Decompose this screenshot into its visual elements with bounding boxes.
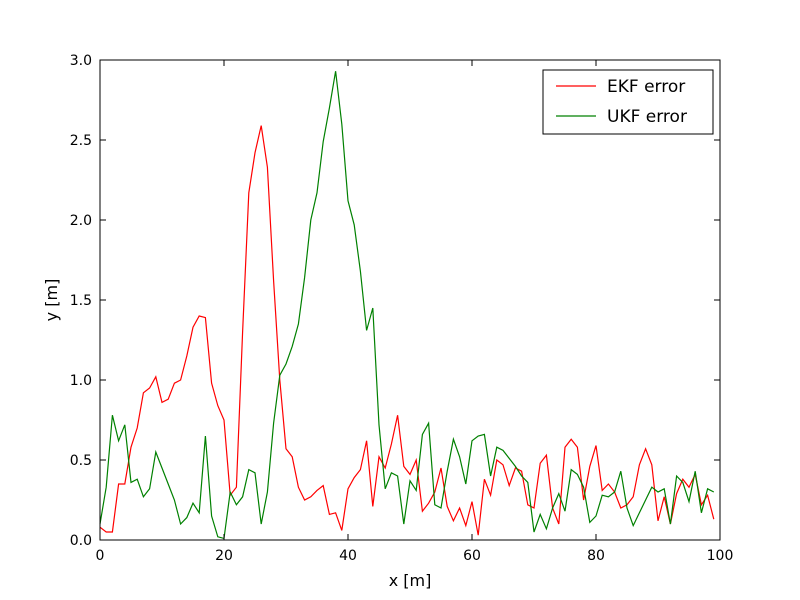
x-tick-label: 60 bbox=[463, 548, 481, 564]
y-axis-label: y [m] bbox=[42, 279, 61, 322]
y-tick-label: 2.5 bbox=[70, 133, 92, 149]
x-tick-label: 80 bbox=[587, 548, 605, 564]
series-layer bbox=[99, 71, 715, 540]
legend-label-ukf: UKF error bbox=[607, 107, 687, 127]
y-tick-label: 0.5 bbox=[70, 453, 92, 469]
legend-box bbox=[542, 69, 714, 135]
y-tick-label: 3.0 bbox=[70, 53, 92, 69]
x-tick-label: 40 bbox=[339, 548, 357, 564]
y-tick-label: 2.0 bbox=[70, 213, 92, 229]
x-tick-label: 0 bbox=[96, 548, 105, 564]
x-axis-label: x [m] bbox=[389, 571, 432, 590]
series-line-ekf-error bbox=[99, 125, 715, 536]
x-tick-label: 20 bbox=[215, 548, 233, 564]
y-tick-label: 0.0 bbox=[70, 533, 92, 549]
legend-label-ekf: EKF error bbox=[607, 77, 685, 97]
y-tick-label: 1.0 bbox=[70, 373, 92, 389]
series-line-ukf-error bbox=[99, 71, 715, 540]
legend: EKF error UKF error bbox=[542, 69, 714, 135]
x-tick-label: 100 bbox=[707, 548, 734, 564]
y-tick-label: 1.5 bbox=[70, 293, 92, 309]
ticks-layer: 0 20 40 60 80 100 0.0 0.5 1.0 1.5 2.0 2.5 3.0 bbox=[70, 53, 734, 564]
